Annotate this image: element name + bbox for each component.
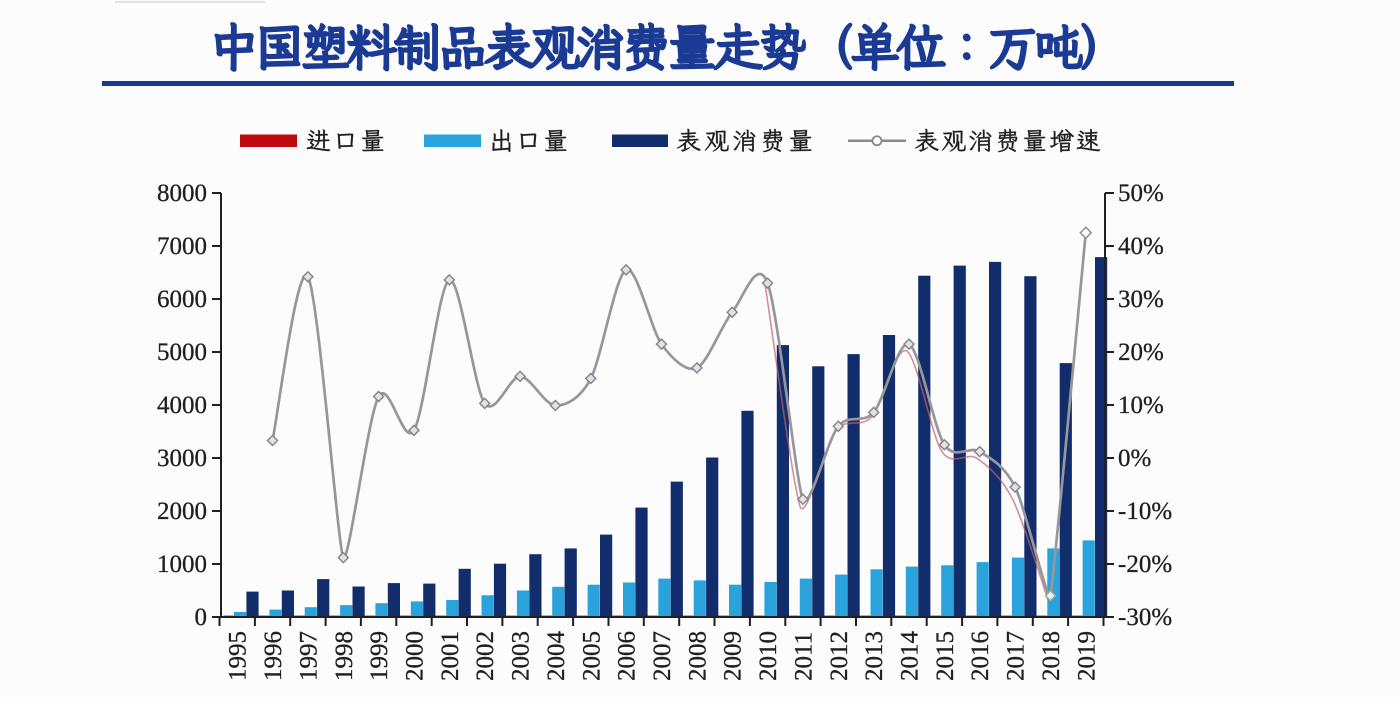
svg-text:1997: 1997	[295, 631, 322, 681]
svg-text:30%: 30%	[1118, 286, 1164, 313]
svg-text:2005: 2005	[578, 631, 605, 681]
svg-text:50%: 50%	[1118, 180, 1164, 207]
svg-text:2000: 2000	[402, 631, 429, 681]
svg-text:2004: 2004	[543, 631, 570, 682]
svg-text:40%: 40%	[1118, 233, 1164, 260]
svg-text:1998: 1998	[331, 631, 358, 681]
svg-text:2008: 2008	[684, 631, 711, 681]
svg-text:8000: 8000	[157, 180, 207, 207]
svg-text:2018: 2018	[1038, 631, 1065, 681]
svg-text:5000: 5000	[157, 339, 207, 366]
svg-text:2019: 2019	[1073, 631, 1100, 681]
svg-text:3000: 3000	[157, 445, 207, 472]
svg-text:2013: 2013	[861, 631, 888, 681]
svg-text:0: 0	[195, 604, 208, 631]
svg-text:2016: 2016	[967, 631, 994, 681]
svg-text:2015: 2015	[932, 631, 959, 681]
svg-text:1999: 1999	[366, 631, 393, 681]
svg-text:-10%: -10%	[1118, 498, 1172, 525]
svg-text:2010: 2010	[755, 631, 782, 681]
svg-text:1996: 1996	[260, 631, 287, 681]
svg-text:2017: 2017	[1003, 631, 1030, 681]
svg-text:10%: 10%	[1118, 392, 1164, 419]
svg-text:4000: 4000	[157, 392, 207, 419]
svg-text:2000: 2000	[157, 498, 207, 525]
svg-text:2011: 2011	[790, 632, 817, 681]
svg-text:2001: 2001	[437, 631, 464, 681]
svg-text:6000: 6000	[157, 286, 207, 313]
svg-text:-20%: -20%	[1118, 551, 1172, 578]
svg-text:2009: 2009	[720, 631, 747, 681]
svg-text:2014: 2014	[897, 631, 924, 682]
svg-text:2002: 2002	[472, 631, 499, 681]
svg-text:-30%: -30%	[1118, 604, 1172, 631]
svg-text:2003: 2003	[508, 631, 535, 681]
svg-text:1000: 1000	[157, 551, 207, 578]
svg-text:2006: 2006	[614, 631, 641, 681]
svg-text:7000: 7000	[157, 233, 207, 260]
svg-text:2012: 2012	[826, 631, 853, 681]
svg-text:0%: 0%	[1118, 445, 1151, 472]
svg-text:2007: 2007	[649, 631, 676, 681]
svg-text:20%: 20%	[1118, 339, 1164, 366]
svg-text:1995: 1995	[225, 631, 252, 681]
